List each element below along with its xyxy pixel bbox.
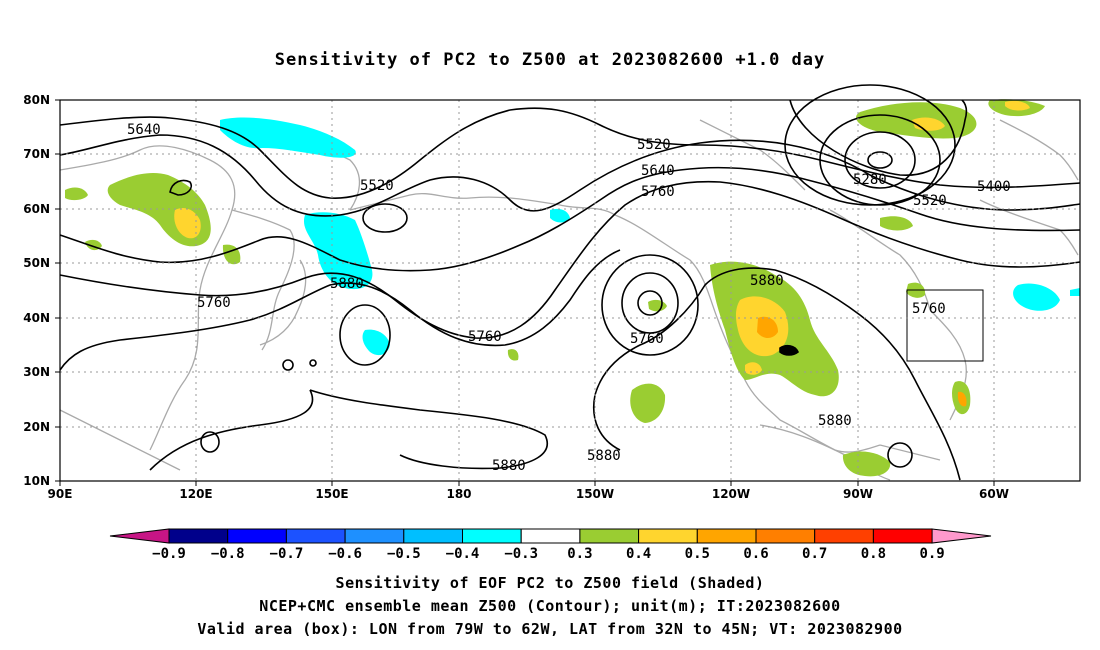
contour-label: 5640 bbox=[641, 163, 675, 179]
contour-label: 5520 bbox=[360, 178, 394, 194]
z500-contours bbox=[59, 84, 1081, 481]
colorbar-label: −0.6 bbox=[328, 546, 362, 562]
lon-label: 180 bbox=[446, 487, 471, 501]
lat-label: 10N bbox=[23, 474, 50, 488]
chart-title: Sensitivity of PC2 to Z500 at 2023082600… bbox=[274, 50, 826, 70]
colorbar-segment bbox=[638, 528, 698, 544]
lon-label: 60W bbox=[979, 487, 1009, 501]
colorbar-segment bbox=[696, 528, 757, 544]
longitude-labels: 90E 120E 150E 180 150W 120W 90W 60W bbox=[48, 487, 1009, 501]
colorbar-label: 0.9 bbox=[919, 546, 944, 562]
latitude-labels: 80N 70N 60N 50N 40N 30N 20N 10N bbox=[23, 93, 50, 488]
contour-label: 5760 bbox=[641, 184, 675, 200]
colorbar-segment bbox=[285, 528, 346, 544]
map-frame bbox=[59, 99, 1081, 482]
lon-label: 90W bbox=[843, 487, 873, 501]
lat-label: 40N bbox=[23, 311, 50, 325]
colorbar-segment bbox=[755, 528, 816, 544]
colorbar-label: 0.7 bbox=[802, 546, 827, 562]
contour-label: 5760 bbox=[630, 331, 664, 347]
contour-label: 5640 bbox=[127, 122, 161, 138]
contour-label: 5880 bbox=[750, 273, 784, 289]
colorbar-low-arrow bbox=[109, 528, 170, 544]
colorbar-segment bbox=[579, 528, 640, 544]
lon-label: 150E bbox=[315, 487, 348, 501]
contour-labels: 5640 5520 5520 5640 5760 5280 5400 5520 … bbox=[127, 122, 1011, 474]
colorbar-segment bbox=[462, 528, 522, 544]
colorbar-label: −0.5 bbox=[387, 546, 421, 562]
lat-label: 60N bbox=[23, 202, 50, 216]
lon-label: 150W bbox=[576, 487, 614, 501]
lat-label: 50N bbox=[23, 256, 50, 270]
colorbar-label: −0.3 bbox=[504, 546, 538, 562]
colorbar-label: −0.9 bbox=[152, 546, 186, 562]
sensitivity-shading bbox=[65, 99, 1080, 477]
colorbar-label: −0.8 bbox=[211, 546, 245, 562]
contour-label: 5880 bbox=[330, 276, 364, 292]
colorbar-segment bbox=[814, 528, 874, 544]
contour-label: 5280 bbox=[853, 172, 887, 188]
lat-label: 70N bbox=[23, 147, 50, 161]
contour-label: 5520 bbox=[913, 193, 947, 209]
colorbar-segment bbox=[227, 528, 287, 544]
caption-contour: NCEP+CMC ensemble mean Z500 (Contour); u… bbox=[259, 597, 841, 615]
contour-label: 5760 bbox=[912, 301, 946, 317]
colorbar: −0.9 −0.8 −0.7 −0.6 −0.5 −0.4 −0.3 0.3 0.4 0.5 0.6… bbox=[109, 528, 992, 562]
colorbar-segment bbox=[872, 528, 933, 544]
colorbar-high-arrow bbox=[931, 528, 992, 544]
caption-valid-area: Valid area (box): LON from 79W to 62W, L… bbox=[197, 620, 903, 638]
colorbar-label: 0.6 bbox=[743, 546, 768, 562]
contour-label: 5520 bbox=[637, 137, 671, 153]
colorbar-segment bbox=[168, 528, 229, 544]
contour-label: 5880 bbox=[818, 413, 852, 429]
colorbar-label: 0.5 bbox=[685, 546, 710, 562]
grid-lines bbox=[60, 100, 1080, 481]
contour-label: 5400 bbox=[977, 179, 1011, 195]
colorbar-label: −0.4 bbox=[446, 546, 480, 562]
lat-label: 30N bbox=[23, 365, 50, 379]
contour-label: 5880 bbox=[587, 448, 621, 464]
lon-label: 120E bbox=[179, 487, 212, 501]
lat-label: 20N bbox=[23, 420, 50, 434]
valid-area-box bbox=[906, 289, 984, 362]
colorbar-segment bbox=[403, 528, 463, 544]
colorbar-label: 0.4 bbox=[626, 546, 651, 562]
lon-label: 120W bbox=[712, 487, 750, 501]
caption-shading: Sensitivity of EOF PC2 to Z500 field (Sh… bbox=[335, 574, 765, 592]
colorbar-label: 0.8 bbox=[861, 546, 886, 562]
tick-marks bbox=[55, 99, 995, 486]
lon-label: 90E bbox=[48, 487, 73, 501]
colorbar-label: 0.3 bbox=[567, 546, 592, 562]
contour-label: 5760 bbox=[468, 329, 502, 345]
colorbar-segment bbox=[520, 528, 581, 544]
contour-label: 5880 bbox=[492, 458, 526, 474]
contour-label: 5760 bbox=[197, 295, 231, 311]
colorbar-segment bbox=[344, 528, 405, 544]
lat-label: 80N bbox=[23, 93, 50, 107]
colorbar-label: −0.7 bbox=[270, 546, 304, 562]
